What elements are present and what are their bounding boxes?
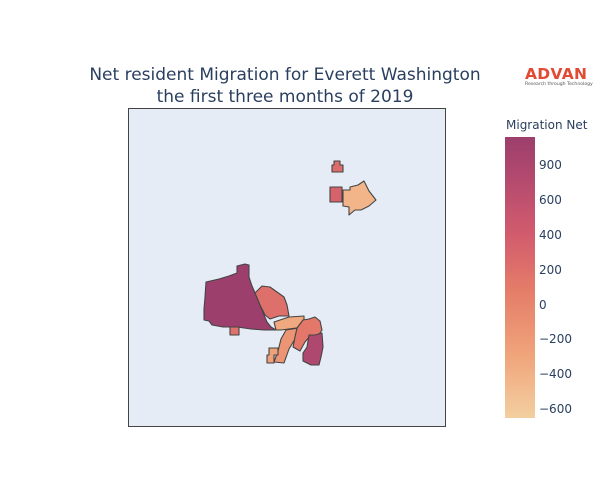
region-large-western-tract[interactable] (203, 263, 277, 331)
title-line-1: Net resident Migration for Everett Washi… (89, 65, 481, 85)
region-north-left-square[interactable] (329, 186, 343, 203)
colorbar-tick-label: −600 (539, 402, 572, 417)
colorbar-tick-label: −400 (539, 367, 572, 382)
logo-wordmark: ADVAN (525, 65, 588, 83)
region-southeast-tract[interactable] (302, 332, 324, 366)
colorbar-tick-label: 200 (539, 262, 562, 277)
title-line-2: the first three months of 2019 (156, 87, 414, 107)
region-west-notch-tract[interactable] (229, 326, 240, 336)
region-small-north-tract[interactable] (331, 160, 344, 173)
region-small-south-tract[interactable] (266, 347, 279, 364)
colorbar-tick-label: 600 (539, 192, 562, 207)
map-svg (203, 160, 377, 366)
chart-title: Net resident Migration for Everett Washi… (60, 64, 510, 108)
colorbar-tick-label: 400 (539, 227, 562, 242)
colorbar-tick-label: 900 (539, 157, 562, 172)
advan-logo: ADVAN Research through Technology (525, 66, 595, 88)
colorbar-gradient (505, 137, 535, 418)
region-north-eastern-tract[interactable] (342, 180, 377, 216)
map-plot-area[interactable] (128, 108, 446, 427)
logo-tagline: Research through Technology (525, 82, 593, 87)
colorbar-tick-label: −200 (539, 332, 572, 347)
colorbar-title: Migration Net (506, 118, 588, 132)
colorbar-tick-label: 0 (539, 297, 547, 312)
region-central-tract[interactable] (254, 285, 290, 320)
